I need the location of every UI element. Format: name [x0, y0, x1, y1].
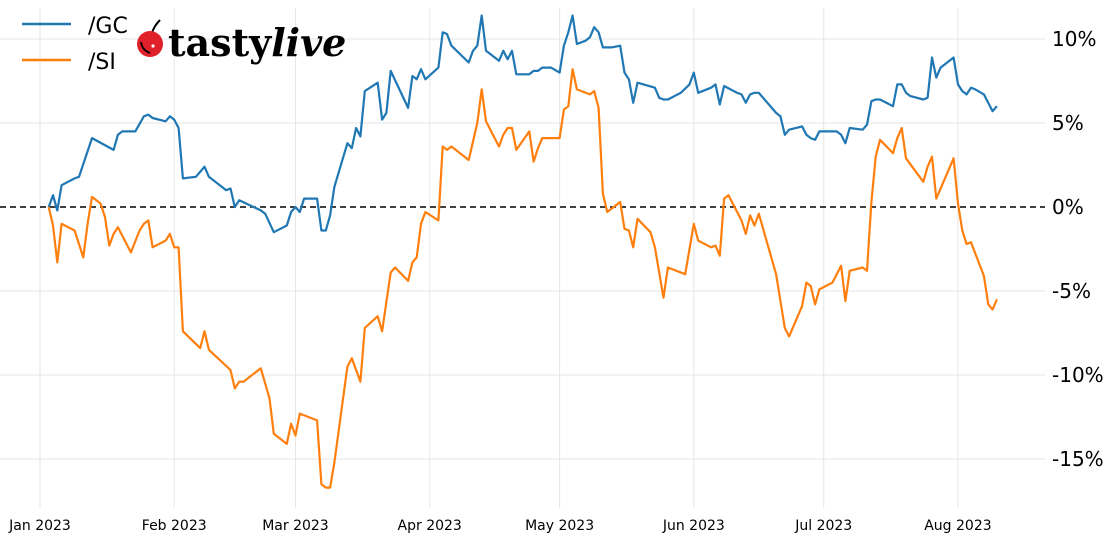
- grid: [0, 8, 1045, 508]
- x-tick-label: Jan 2023: [8, 518, 71, 534]
- tastylive-logo: tastylive: [137, 19, 346, 65]
- x-tick-label: Jul 2023: [794, 518, 852, 534]
- svg-text:tastylive: tastylive: [168, 20, 346, 65]
- y-tick-label: 10%: [1052, 27, 1096, 51]
- x-axis-ticks: Jan 2023 Feb 2023 Mar 2023 Apr 2023 May 2023…: [8, 518, 992, 534]
- y-axis-ticks: 10% 5% 0% -5% -10% -15%: [1052, 27, 1104, 471]
- series-lines: [47, 14, 998, 489]
- series-line-gc: [47, 14, 998, 234]
- y-tick-label: 5%: [1052, 111, 1084, 135]
- legend: /GC /SI: [22, 14, 128, 75]
- legend-label-si: /SI: [88, 50, 116, 75]
- series-line-si: [47, 68, 998, 489]
- logo-text-tasty: tasty: [168, 20, 272, 65]
- cherry-icon: [137, 19, 163, 57]
- x-tick-label: May 2023: [525, 518, 594, 534]
- y-tick-label: -5%: [1052, 279, 1091, 303]
- y-tick-label: -15%: [1052, 447, 1104, 471]
- y-tick-label: 0%: [1052, 195, 1084, 219]
- x-tick-label: Aug 2023: [924, 518, 991, 534]
- x-tick-label: Mar 2023: [262, 518, 329, 534]
- y-tick-label: -10%: [1052, 363, 1104, 387]
- x-tick-label: Jun 2023: [662, 518, 725, 534]
- x-tick-label: Feb 2023: [142, 518, 207, 534]
- x-tick-label: Apr 2023: [398, 518, 462, 534]
- logo-text-live: live: [271, 20, 346, 65]
- legend-label-gc: /GC: [88, 14, 128, 39]
